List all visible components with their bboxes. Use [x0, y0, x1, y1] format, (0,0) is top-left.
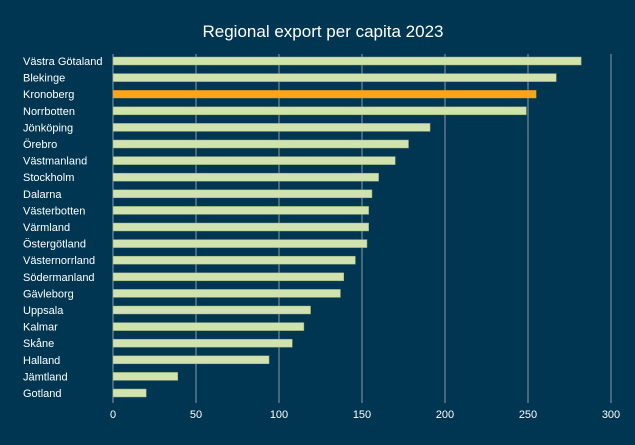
- y-category-label: Västerbotten: [23, 205, 85, 217]
- bar-skåne: [112, 338, 293, 348]
- y-category-label: Västernorrland: [23, 255, 95, 267]
- bar-jönköping: [112, 123, 431, 132]
- bar-stockholm: [112, 172, 379, 182]
- bar-gävleborg: [112, 289, 341, 298]
- bar-västerbotten: [112, 206, 369, 215]
- y-category-label: Jönköping: [23, 122, 73, 134]
- y-category-label: Västmanland: [23, 156, 87, 168]
- y-category-label: Gotland: [23, 388, 62, 400]
- bar-värmland: [112, 222, 369, 232]
- y-category-label: Norrbotten: [23, 106, 75, 118]
- y-category-label: Uppsala: [23, 305, 64, 317]
- x-tick-label: 150: [353, 409, 371, 421]
- bar-uppsala: [112, 305, 311, 315]
- y-category-label: Västra Götaland: [23, 56, 103, 68]
- y-category-label: Kalmar: [23, 322, 58, 334]
- chart-title: Regional export per capita 2023: [203, 22, 444, 41]
- y-category-label: Östergötland: [23, 239, 86, 251]
- x-tick-label: 200: [436, 409, 454, 421]
- y-category-label: Dalarna: [23, 189, 62, 201]
- y-category-label: Gävleborg: [23, 288, 74, 300]
- x-tick-label: 250: [519, 409, 537, 421]
- x-tick-label: 300: [602, 409, 620, 421]
- bar-dalarna: [112, 189, 373, 199]
- x-tick-label: 50: [190, 409, 202, 421]
- bar-södermanland: [112, 272, 344, 282]
- bar-västernorrland: [112, 255, 356, 265]
- y-category-label: Jämtland: [23, 371, 68, 383]
- y-category-label: Värmland: [23, 222, 70, 234]
- bar-västmanland: [112, 156, 396, 165]
- y-category-label: Blekinge: [23, 73, 65, 85]
- bar-västra-götaland: [112, 56, 582, 66]
- bar-blekinge: [112, 73, 557, 82]
- y-category-label: Stockholm: [23, 172, 74, 184]
- bar-örebro: [112, 139, 409, 149]
- y-category-label: Kronoberg: [23, 89, 74, 101]
- bar-kalmar: [112, 322, 305, 331]
- bar-halland: [112, 355, 270, 365]
- y-category-label: Halland: [23, 355, 60, 367]
- y-category-label: Skåne: [23, 338, 54, 350]
- x-tick-label: 0: [110, 409, 116, 421]
- x-tick-label: 100: [270, 409, 288, 421]
- bar-gotland: [112, 388, 147, 398]
- y-category-label: Örebro: [23, 139, 57, 151]
- bar-östergötland: [112, 239, 368, 248]
- bar-norrbotten: [112, 106, 527, 116]
- y-category-label: Södermanland: [23, 272, 95, 284]
- bar-kronoberg: [113, 90, 537, 99]
- bar-jämtland: [112, 372, 178, 381]
